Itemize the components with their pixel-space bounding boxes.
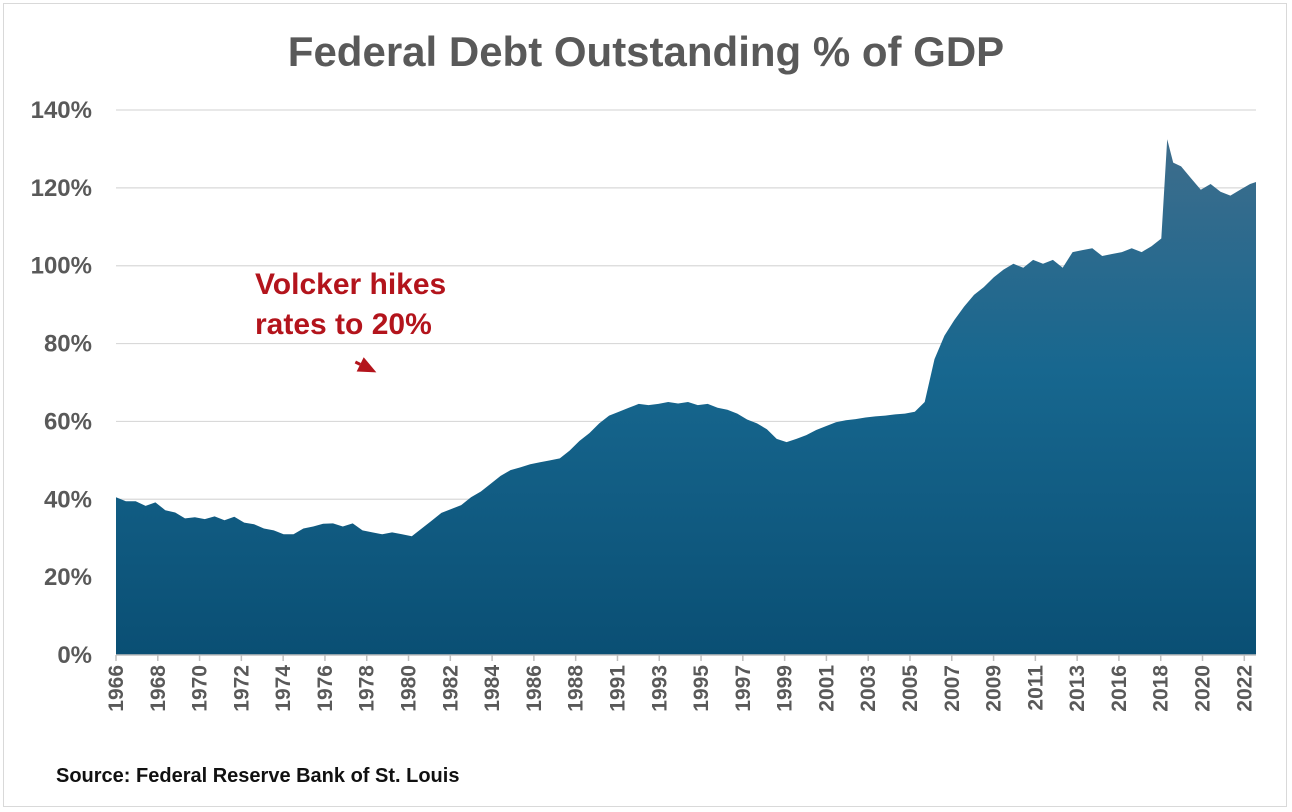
y-tick-label: 0% — [57, 642, 92, 669]
x-tick-label: 1966 — [105, 665, 128, 712]
annotation-arrow-line — [354, 360, 361, 366]
x-tick-label: 2022 — [1233, 665, 1256, 712]
x-tick-label: 1970 — [189, 665, 212, 712]
x-tick-label: 1991 — [606, 665, 629, 712]
x-tick-label: 2003 — [857, 665, 880, 712]
x-tick-label: 2001 — [815, 665, 838, 712]
x-tick-label: 1976 — [314, 665, 337, 712]
x-tick-label: 1988 — [565, 665, 588, 712]
x-tick-label: 2011 — [1024, 665, 1047, 711]
x-tick-label: 1968 — [147, 665, 170, 712]
debt-area-series — [116, 139, 1256, 655]
x-tick-label: 1986 — [523, 665, 546, 712]
y-axis-ticks: 0% 20% 40% 60% 80% 100% 120% 140% — [31, 97, 92, 669]
chart-title: Federal Debt Outstanding % of GDP — [288, 28, 1004, 75]
x-tick-label: 1982 — [439, 665, 462, 712]
y-tick-label: 60% — [44, 408, 92, 435]
y-tick-label: 120% — [31, 175, 92, 202]
x-tick-label: 1999 — [774, 665, 797, 712]
x-tick-label: 1993 — [648, 665, 671, 712]
annotation-line-1: Volcker hikes — [255, 268, 446, 301]
y-tick-label: 40% — [44, 486, 92, 513]
y-tick-label: 140% — [31, 97, 92, 124]
x-tick-label: 1995 — [690, 665, 713, 712]
x-tick-label: 1974 — [272, 665, 295, 712]
y-tick-label: 20% — [44, 564, 92, 591]
x-tick-label: 1984 — [481, 665, 504, 712]
y-tick-label: 100% — [31, 253, 92, 280]
x-tick-label: 1980 — [398, 665, 421, 712]
y-tick-label: 80% — [44, 331, 92, 358]
x-tick-label: 2020 — [1192, 665, 1215, 712]
x-tick-label: 1997 — [732, 665, 755, 712]
x-tick-label: 1978 — [356, 665, 379, 712]
x-tick-label: 2009 — [983, 665, 1006, 712]
volcker-annotation: Volcker hikes rates to 20% — [255, 268, 446, 373]
annotation-line-2: rates to 20% — [255, 308, 432, 341]
x-tick-label: 2016 — [1108, 665, 1131, 712]
x-axis-ticks: 1966 1968 1970 1972 1974 1976 1978 1980 1982 1984… — [105, 655, 1256, 712]
source-note: Source: Federal Reserve Bank of St. Loui… — [56, 765, 459, 787]
x-tick-label: 2013 — [1066, 665, 1089, 712]
x-tick-label: 2005 — [899, 665, 922, 712]
annotation-arrow-head — [356, 357, 377, 373]
x-tick-label: 1972 — [230, 665, 253, 712]
x-tick-label: 2007 — [941, 665, 964, 712]
x-tick-label: 2018 — [1150, 665, 1173, 712]
